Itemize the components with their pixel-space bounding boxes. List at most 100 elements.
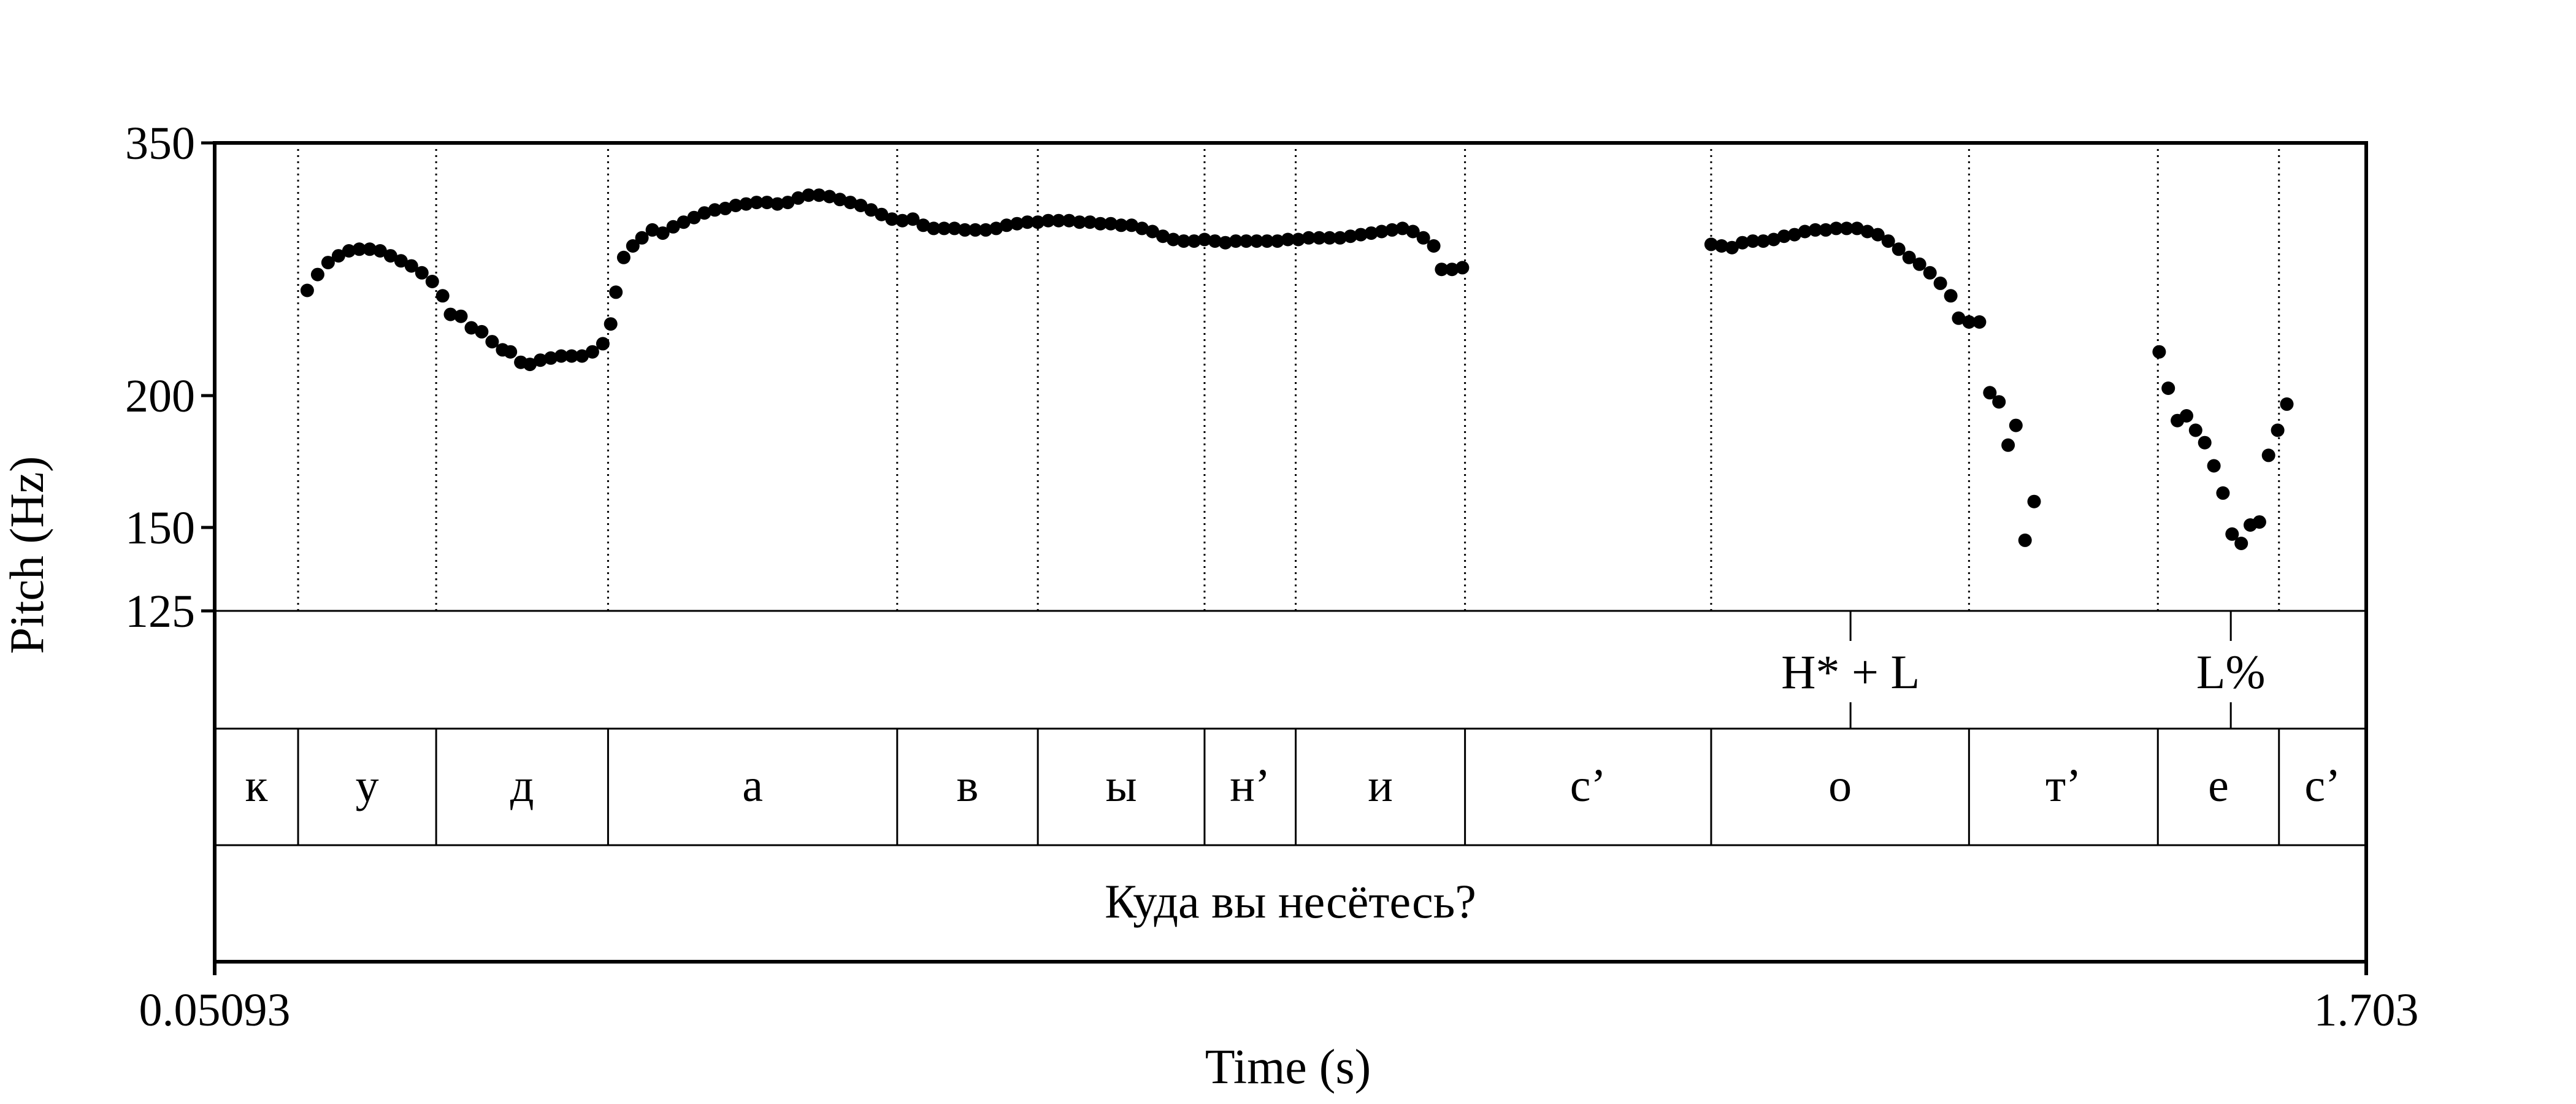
segment-label: с’ (2304, 760, 2340, 811)
pitch-point (1208, 234, 1222, 248)
pitch-point (1167, 232, 1180, 247)
segment-label: а (742, 760, 763, 811)
x-axis-label: Time (s) (1205, 1040, 1371, 1094)
pitch-point (1766, 232, 1781, 247)
pitch-point (2207, 459, 2221, 473)
pitch-point (435, 289, 450, 303)
segment-label: о (1828, 760, 1852, 811)
pitch-point (565, 349, 578, 363)
pitch-point (1850, 221, 1864, 236)
pitch-point (523, 358, 537, 372)
pitch-point (864, 203, 878, 217)
pitch-point (895, 213, 910, 228)
pitch-point (1395, 221, 1409, 236)
pitch-point (1746, 234, 1760, 248)
segment-label: ы (1106, 760, 1137, 811)
pitch-point (833, 193, 847, 207)
pitch-point (443, 307, 458, 321)
pitch-point (310, 267, 324, 282)
pitch-point (383, 249, 397, 263)
pitch-point (342, 244, 356, 258)
pitch-point (656, 226, 670, 240)
pitch-point (2009, 418, 2023, 432)
pitch-point (1829, 221, 1843, 236)
pitch-point (791, 191, 805, 205)
pitch-point (697, 206, 711, 220)
pitch-point (1725, 240, 1739, 255)
pitch-point (822, 190, 837, 204)
pitch-point (1714, 239, 1728, 253)
pitch-point (1860, 224, 1874, 239)
pitch-point (1031, 215, 1045, 229)
pitch-point (2261, 448, 2275, 462)
pitch-point (2252, 515, 2266, 529)
pitch-point (708, 203, 722, 217)
pitch-point (544, 351, 558, 365)
pitch-point (1239, 234, 1253, 248)
pitch-point (989, 221, 1003, 236)
pitch-point (666, 220, 680, 234)
pitch-track (300, 188, 2294, 550)
segment-label: в (957, 760, 979, 811)
pitch-point (677, 215, 691, 229)
pitch-point (1322, 231, 1336, 245)
pitch-point (2225, 527, 2239, 541)
pitch-point (1455, 261, 1470, 275)
sentence-label: Куда вы несётесь? (1105, 875, 1476, 928)
x-tick-label-start: 0.05093 (139, 984, 291, 1036)
pitch-point (1125, 218, 1138, 232)
segment-label: е (2208, 760, 2229, 811)
segment-label: с’ (1570, 760, 1606, 811)
pitch-point (1445, 263, 1459, 277)
pitch-point (2018, 533, 2032, 547)
pitch-point (331, 249, 345, 263)
pitch-point (1952, 311, 1966, 325)
segment-boundaries (297, 143, 2280, 611)
pitch-point (718, 201, 732, 215)
pitch-point (2198, 435, 2212, 450)
pitch-point (1083, 215, 1097, 229)
pitch-point (1416, 231, 1430, 245)
pitch-point (2280, 397, 2294, 411)
pitch-point (1992, 395, 2006, 409)
pitch-point (596, 337, 610, 351)
pitch-point (1281, 232, 1295, 247)
pitch-point (687, 210, 701, 224)
pitch-point (739, 197, 753, 211)
pitch-point (1041, 213, 1056, 228)
pitch-point (1983, 386, 1997, 400)
pitch-point (635, 231, 649, 245)
pitch-point (1962, 315, 1976, 329)
pitch-point (604, 317, 618, 331)
pitch-point (1135, 221, 1149, 236)
tone-tier: H* + L L% (1777, 611, 2269, 729)
pitch-point (1912, 257, 1926, 271)
pitch-point (1406, 224, 1420, 239)
pitch-point (968, 223, 983, 237)
pitch-point (1839, 221, 1853, 236)
tone-label: H* + L (1781, 645, 1920, 699)
segment-label: и (1368, 760, 1393, 811)
pitch-point (1270, 234, 1284, 248)
pitch-point (2271, 423, 2285, 437)
pitch-point (1902, 250, 1916, 264)
pitch-point (464, 321, 478, 335)
pitch-point (485, 335, 499, 349)
pitch-point (1104, 217, 1117, 231)
pitch-point (1427, 239, 1441, 253)
pitch-point (1385, 223, 1399, 237)
pitch-point (1735, 236, 1749, 250)
pitch-point (352, 242, 366, 256)
pitch-point (645, 223, 659, 237)
pitch-point (373, 244, 387, 258)
pitch-point (2188, 423, 2202, 437)
pitch-point (554, 349, 568, 363)
pitch-point (770, 197, 784, 211)
pitch-point (1944, 289, 1958, 303)
pitch-point (1972, 315, 1987, 329)
pitch-point (906, 212, 920, 226)
y-axis-label: Pitch (Hz) (0, 456, 53, 654)
pitch-point (300, 283, 314, 297)
pitch-point (2161, 381, 2175, 395)
